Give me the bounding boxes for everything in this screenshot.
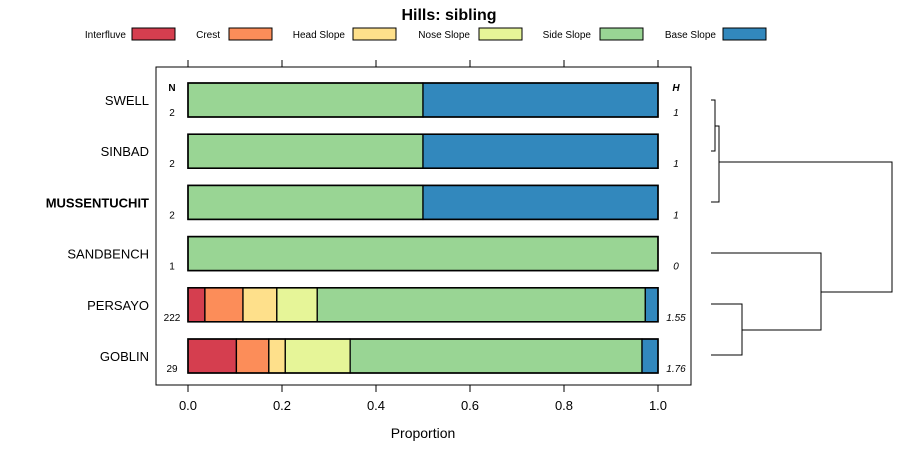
bar-row-persayo [187, 286, 659, 323]
bar-row-sinbad [187, 133, 659, 169]
bar-segment-mussentuchit-base-slope [422, 184, 659, 221]
bar-segment-goblin-nose-slope [284, 338, 351, 374]
bar-segment-mussentuchit-side-slope [187, 184, 424, 221]
bar-row-mussentuchit [187, 184, 659, 221]
x-tick-label: 0.6 [461, 398, 479, 413]
bar-segment-goblin-side-slope [349, 338, 643, 374]
x-axis-title: Proportion [391, 425, 456, 441]
row-labels: SWELL 2 1 SINBAD 2 1 MUSSENTUCHIT 2 1 SANDBENCH 1 0… [46, 93, 686, 375]
bar-row-swell [187, 82, 659, 118]
bar-outline-sinbad [187, 133, 659, 169]
bar-segment-persayo-base-slope [644, 287, 659, 323]
legend-label-base-slope: Base Slope [665, 30, 717, 41]
h-value-mussentuchit: 1 [673, 210, 679, 221]
legend-label-nose-slope: Nose Slope [418, 30, 470, 41]
legend-label-crest: Crest [196, 30, 220, 41]
bar-outline-persayo [187, 286, 659, 323]
bar-segment-sinbad-base-slope [422, 133, 659, 169]
dendrogram-branch-persayo-goblin [711, 303, 743, 356]
h-value-sinbad: 1 [673, 159, 679, 170]
bar-outline-swell [187, 82, 659, 118]
bar-segment-goblin-base-slope [641, 338, 659, 374]
dendrogram [711, 99, 893, 356]
legend-label-head-slope: Head Slope [293, 30, 346, 41]
dendrogram-branch-lower-cluster [711, 252, 822, 331]
legend: Interfluve Crest Head Slope Nose Slope Side … [85, 27, 767, 41]
h-value-swell: 1 [673, 108, 679, 119]
n-value-persayo: 222 [164, 313, 181, 324]
x-tick-label: 0.2 [273, 398, 291, 413]
bar-segment-persayo-nose-slope [276, 287, 318, 323]
row-label-swell: SWELL [105, 93, 149, 108]
bar-row-sandbench [187, 235, 659, 272]
bar-segment-swell-side-slope [187, 82, 424, 118]
row-label-mussentuchit: MUSSENTUCHIT [46, 195, 149, 210]
bar-segment-persayo-side-slope [316, 287, 646, 323]
bar-row-goblin [187, 338, 659, 374]
bar-outline-mussentuchit [187, 184, 659, 221]
h-value-persayo: 1.55 [666, 313, 686, 324]
bar-segment-swell-base-slope [422, 82, 659, 118]
h-value-sandbench: 0 [673, 262, 679, 273]
bar-segment-goblin-interfluve [187, 338, 238, 374]
x-tick-label: 0.0 [179, 398, 197, 413]
bar-segment-persayo-interfluve [187, 287, 206, 323]
bar-segment-goblin-crest [235, 338, 270, 374]
row-label-persayo: PERSAYO [87, 298, 149, 313]
plot-frame [155, 66, 692, 386]
bar-segment-persayo-head-slope [242, 287, 278, 323]
bar-segment-goblin-head-slope [268, 338, 286, 374]
dendrogram-branch-swell-sinbad [711, 99, 716, 152]
row-label-goblin: GOBLIN [100, 349, 149, 364]
n-value-goblin: 29 [166, 364, 178, 375]
n-value-mussentuchit: 2 [169, 210, 175, 221]
x-tick-label: 0.8 [555, 398, 573, 413]
legend-swatch-head-slope [352, 27, 397, 41]
n-column-header: N [168, 83, 175, 94]
bar-outline-sandbench [187, 235, 659, 272]
n-value-swell: 2 [169, 108, 175, 119]
legend-swatch-interfluve [131, 27, 176, 41]
bar-segment-persayo-crest [204, 287, 244, 323]
legend-swatch-base-slope [722, 27, 767, 41]
bar-segment-sinbad-side-slope [187, 133, 424, 169]
h-column-header: H [672, 83, 680, 94]
legend-label-side-slope: Side Slope [543, 30, 592, 41]
x-tick-label: 1.0 [649, 398, 667, 413]
chart-title: Hills: sibling [401, 7, 496, 24]
x-axis: 0.0 0.2 0.4 0.6 0.8 1.0 [179, 60, 667, 413]
row-label-sinbad: SINBAD [101, 144, 149, 159]
bar-segment-sandbench-side-slope [187, 235, 659, 272]
legend-swatch-crest [228, 27, 273, 41]
legend-label-interfluve: Interfluve [85, 30, 127, 41]
dendrogram-branch-root [719, 161, 893, 293]
row-label-sandbench: SANDBENCH [67, 247, 149, 262]
n-value-sinbad: 2 [169, 159, 175, 170]
bars [187, 82, 659, 374]
dendrogram-branch-top-cluster [711, 125, 720, 203]
bar-outline-goblin [187, 338, 659, 374]
x-tick-label: 0.4 [367, 398, 385, 413]
n-value-sandbench: 1 [169, 262, 175, 273]
legend-swatch-nose-slope [478, 27, 523, 41]
legend-swatch-side-slope [599, 27, 644, 41]
h-value-goblin: 1.76 [666, 364, 686, 375]
